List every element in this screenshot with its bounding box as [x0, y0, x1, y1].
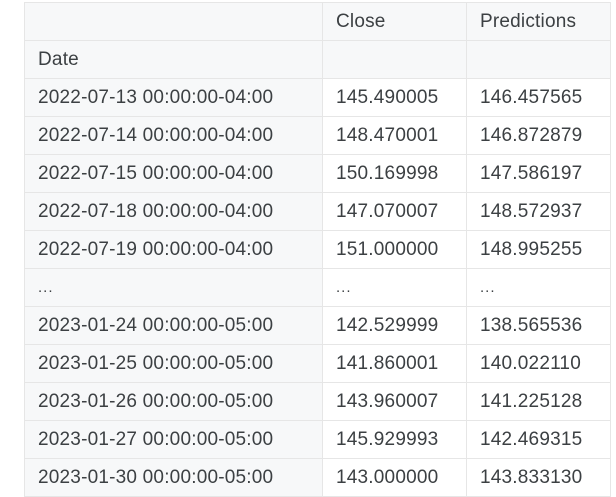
row-close-cell: ... [322, 268, 467, 307]
row-date-cell: 2023-01-26 00:00:00-05:00 [24, 382, 323, 421]
index-name-blank-cell [322, 40, 467, 79]
row-predictions-cell: 146.872879 [466, 116, 611, 155]
row-predictions-cell: 148.572937 [466, 192, 611, 231]
table-row: 2022-07-19 00:00:00-04:00 151.000000 148.9… [24, 230, 611, 269]
row-predictions-cell: 141.225128 [466, 382, 611, 421]
table-body: 2022-07-13 00:00:00-04:00 145.490005 146.4… [24, 78, 611, 497]
table-row: 2023-01-26 00:00:00-05:00 143.960007 141.2… [24, 382, 611, 421]
row-close-cell: 142.529999 [322, 306, 467, 345]
row-predictions-cell: 148.995255 [466, 230, 611, 269]
row-close-cell: 150.169998 [322, 154, 467, 193]
row-predictions-cell: 146.457565 [466, 78, 611, 117]
column-header-close: Close [322, 2, 467, 41]
row-close-cell: 143.960007 [322, 382, 467, 421]
corner-header-cell [24, 2, 323, 41]
row-close-cell: 148.470001 [322, 116, 467, 155]
index-name-row: Date [24, 40, 611, 79]
row-predictions-cell: ... [466, 268, 611, 307]
row-predictions-cell: 147.586197 [466, 154, 611, 193]
row-date-cell: 2023-01-30 00:00:00-05:00 [24, 458, 323, 497]
table-row: 2023-01-24 00:00:00-05:00 142.529999 138.5… [24, 306, 611, 345]
row-close-cell: 143.000000 [322, 458, 467, 497]
row-date-cell: 2023-01-25 00:00:00-05:00 [24, 344, 323, 383]
row-date-cell: ... [24, 268, 323, 307]
row-date-cell: 2022-07-19 00:00:00-04:00 [24, 230, 323, 269]
index-name-header: Date [24, 40, 323, 79]
column-header-row: Close Predictions [24, 2, 611, 41]
row-close-cell: 147.070007 [322, 192, 467, 231]
row-date-cell: 2023-01-27 00:00:00-05:00 [24, 420, 323, 459]
index-name-blank-cell [466, 40, 611, 79]
row-date-cell: 2022-07-14 00:00:00-04:00 [24, 116, 323, 155]
table-row: 2022-07-13 00:00:00-04:00 145.490005 146.4… [24, 78, 611, 117]
row-predictions-cell: 140.022110 [466, 344, 611, 383]
table-row: 2023-01-27 00:00:00-05:00 145.929993 142.4… [24, 420, 611, 459]
row-close-cell: 141.860001 [322, 344, 467, 383]
table-row: 2022-07-15 00:00:00-04:00 150.169998 147.5… [24, 154, 611, 193]
ellipsis-row: ......... [24, 268, 611, 307]
table-row: 2023-01-30 00:00:00-05:00 143.000000 143.8… [24, 458, 611, 497]
row-predictions-cell: 138.565536 [466, 306, 611, 345]
table-row: 2023-01-25 00:00:00-05:00 141.860001 140.0… [24, 344, 611, 383]
table-row: 2022-07-14 00:00:00-04:00 148.470001 146.8… [24, 116, 611, 155]
table-row: 2022-07-18 00:00:00-04:00 147.070007 148.5… [24, 192, 611, 231]
column-header-predictions: Predictions [466, 2, 611, 41]
row-date-cell: 2022-07-15 00:00:00-04:00 [24, 154, 323, 193]
row-close-cell: 145.929993 [322, 420, 467, 459]
row-close-cell: 145.490005 [322, 78, 467, 117]
row-date-cell: 2022-07-13 00:00:00-04:00 [24, 78, 323, 117]
row-close-cell: 151.000000 [322, 230, 467, 269]
row-predictions-cell: 142.469315 [466, 420, 611, 459]
row-date-cell: 2022-07-18 00:00:00-04:00 [24, 192, 323, 231]
row-date-cell: 2023-01-24 00:00:00-05:00 [24, 306, 323, 345]
row-predictions-cell: 143.833130 [466, 458, 611, 497]
dataframe-output: Close Predictions Date 2022-07-13 00:00:… [24, 2, 611, 497]
dataframe-table: Close Predictions Date 2022-07-13 00:00:… [24, 2, 611, 497]
